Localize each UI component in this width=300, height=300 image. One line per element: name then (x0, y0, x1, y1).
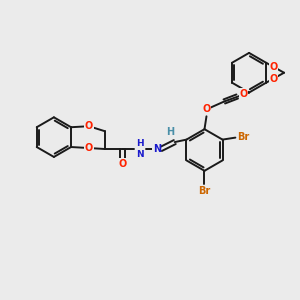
Text: H: H (166, 127, 174, 137)
Text: O: O (202, 104, 211, 114)
Text: O: O (85, 143, 93, 153)
Text: O: O (85, 121, 93, 131)
Text: N: N (153, 144, 161, 154)
Text: O: O (239, 88, 247, 98)
Text: O: O (269, 62, 278, 72)
Text: H
N: H N (136, 139, 144, 159)
Text: Br: Br (237, 132, 249, 142)
Text: Br: Br (198, 186, 211, 196)
Text: O: O (118, 159, 127, 169)
Text: O: O (269, 74, 278, 84)
